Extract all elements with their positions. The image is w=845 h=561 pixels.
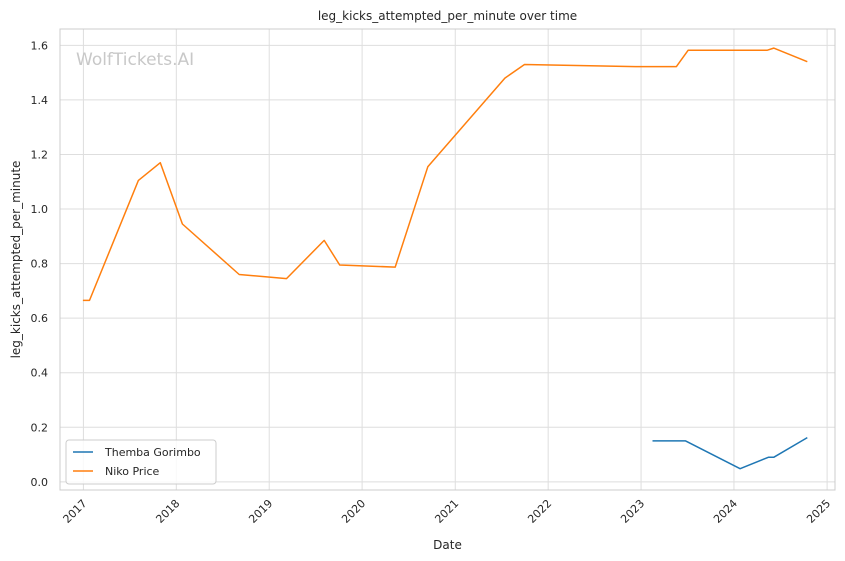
x-tick-label: 2017 [61,497,90,526]
y-axis-title: leg_kicks_attempted_per_minute [9,161,23,359]
legend-label-themba-gorimbo: Themba Gorimbo [104,446,201,459]
x-tick-label: 2021 [432,497,461,526]
chart-title: leg_kicks_attempted_per_minute over time [318,9,577,23]
series-line-themba-gorimbo [652,436,808,470]
legend: Themba Gorimbo Niko Price [65,439,217,485]
legend-box [65,439,217,485]
legend-label-niko-price: Niko Price [105,465,160,478]
y-tick-label: 1.0 [31,203,49,216]
x-tick-label: 2023 [618,497,647,526]
y-tick-label: 0.0 [31,476,49,489]
series-lines [82,47,808,470]
x-tick-label: 2019 [246,497,275,526]
y-tick-label: 0.2 [31,421,49,434]
plot-frame [59,28,836,491]
x-tick-label: 2025 [804,497,833,526]
grid [60,29,835,490]
y-tick-label: 0.4 [31,367,49,380]
watermark-text: WolfTickets.AI [76,50,194,70]
y-axis-ticks: 0.0 0.2 0.4 0.6 0.8 1.0 1.2 1.4 1.6 [31,39,49,488]
y-tick-label: 1.6 [31,39,49,52]
x-axis-title: Date [433,538,462,552]
x-axis-ticks: 2017 2018 2019 2020 2021 2022 2023 2024 2025 [61,497,834,526]
x-tick-label: 2020 [339,497,368,526]
y-tick-label: 0.8 [31,258,49,271]
y-tick-label: 0.6 [31,312,49,325]
y-tick-label: 1.2 [31,148,49,161]
x-tick-label: 2018 [153,497,182,526]
x-tick-label: 2022 [525,497,554,526]
series-line-niko-price [82,47,808,302]
y-tick-label: 1.4 [31,94,49,107]
x-tick-label: 2024 [711,497,740,526]
